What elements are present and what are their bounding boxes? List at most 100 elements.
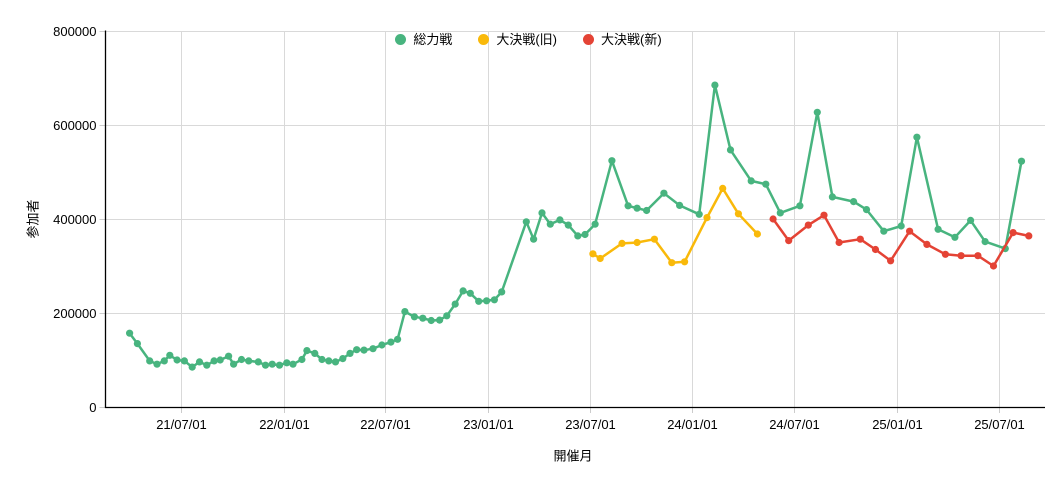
data-point (216, 356, 224, 364)
data-point (591, 220, 599, 228)
data-point (762, 180, 770, 188)
data-point (483, 297, 491, 305)
series-line (771, 213, 1031, 268)
legend-item-souryokusen[interactable]: 総力戦 (395, 32, 452, 47)
data-point (459, 287, 467, 295)
gridlines (105, 31, 1045, 407)
data-point (133, 340, 141, 348)
data-point (283, 359, 291, 367)
data-point (676, 201, 684, 209)
data-point (974, 252, 982, 260)
data-point (608, 157, 616, 165)
data-point (703, 214, 711, 222)
x-tick-label: 25/07/01 (974, 417, 1025, 432)
x-axis-title: 開催月 (553, 448, 593, 464)
data-point (538, 209, 546, 217)
data-point (681, 258, 689, 266)
data-point (695, 210, 703, 218)
data-point (146, 357, 154, 365)
data-point (726, 146, 735, 154)
legend-item-daikessen-old[interactable]: 大決戦(旧) (478, 32, 557, 47)
data-point (734, 210, 743, 218)
data-point (401, 308, 409, 316)
data-point (188, 363, 196, 371)
data-point (360, 346, 368, 354)
legend-dot-red-icon (583, 34, 594, 45)
data-point (776, 209, 784, 217)
data-point (268, 360, 276, 368)
data-point (711, 81, 719, 89)
data-point (668, 259, 676, 267)
data-point (769, 215, 777, 223)
data-point (835, 238, 843, 247)
data-point (719, 184, 727, 192)
data-point (394, 335, 402, 343)
data-point (230, 360, 238, 368)
data-point (828, 193, 837, 201)
data-point (522, 218, 530, 226)
data-point (369, 345, 377, 353)
data-point (498, 288, 506, 296)
data-point (887, 257, 895, 265)
y-axis-title: 参加者 (25, 199, 41, 239)
data-point (410, 313, 418, 321)
data-point (451, 300, 459, 308)
tick-labels: 0 200000 400000 600000 800000 21/07/01 22/01/0… (53, 24, 1025, 432)
y-tick-label: 200000 (53, 306, 96, 321)
data-point (804, 221, 812, 229)
data-point (596, 254, 604, 263)
data-point (913, 133, 921, 141)
data-point (387, 338, 395, 346)
x-tick-label: 25/01/01 (872, 417, 923, 432)
data-point (897, 222, 905, 230)
y-tick-label: 600000 (53, 118, 96, 133)
data-point (254, 358, 262, 366)
axes (99, 30, 1045, 413)
data-point (747, 177, 755, 185)
data-point (245, 357, 253, 365)
data-point (490, 296, 498, 304)
series-line (591, 187, 759, 264)
data-point (820, 211, 828, 219)
data-point (353, 346, 361, 354)
x-tick-label: 23/01/01 (463, 417, 514, 432)
legend: 総力戦 大決戦(旧) 大決戦(新) (0, 32, 1057, 47)
data-point (934, 225, 942, 233)
series-2 (769, 211, 1033, 270)
data-point (443, 312, 451, 320)
data-point (862, 206, 871, 214)
data-point (419, 314, 427, 322)
data-point (581, 230, 589, 239)
data-point (1009, 229, 1017, 237)
data-point (574, 232, 582, 240)
data-point (660, 189, 668, 197)
data-point (275, 361, 284, 369)
data-point (195, 358, 204, 366)
series-group (126, 81, 1033, 371)
data-point (633, 204, 641, 212)
legend-label-daikessen-new: 大決戦(新) (601, 32, 662, 47)
y-tick-label: 0 (89, 400, 96, 415)
data-point (941, 250, 950, 258)
x-tick-label: 24/01/01 (667, 417, 718, 432)
x-tick-label: 21/07/01 (156, 417, 207, 432)
data-point (556, 216, 564, 224)
data-point (318, 355, 326, 364)
data-point (303, 347, 311, 355)
data-point (261, 361, 270, 369)
data-point (643, 206, 651, 215)
data-point (153, 360, 161, 368)
legend-item-daikessen-new[interactable]: 大決戦(新) (583, 32, 662, 47)
data-point (624, 202, 632, 210)
data-point (564, 221, 572, 229)
data-point (906, 227, 914, 235)
data-point (180, 357, 188, 365)
data-point (436, 316, 444, 324)
data-point (325, 357, 333, 365)
data-point (967, 216, 975, 224)
x-tick-label: 24/07/01 (769, 417, 820, 432)
data-point (1025, 232, 1033, 240)
y-tick-label: 800000 (53, 24, 96, 39)
data-point (981, 238, 989, 246)
